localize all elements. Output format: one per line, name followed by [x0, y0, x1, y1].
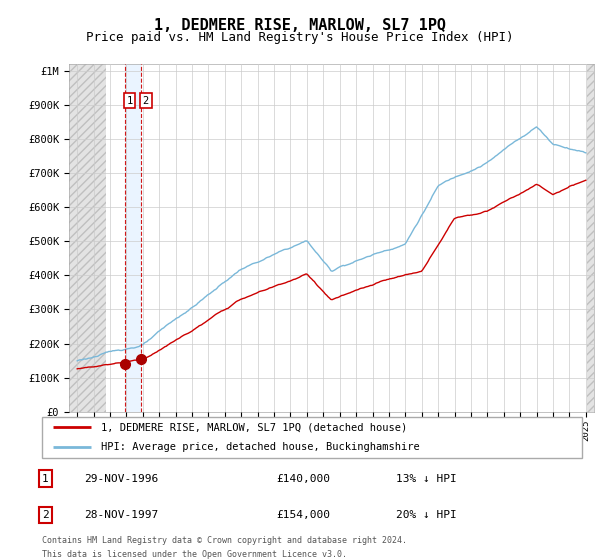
Text: This data is licensed under the Open Government Licence v3.0.: This data is licensed under the Open Gov…	[42, 550, 347, 559]
Text: £140,000: £140,000	[276, 474, 330, 483]
Bar	[125, 64, 142, 412]
Text: 2: 2	[143, 96, 149, 106]
Text: 20% ↓ HPI: 20% ↓ HPI	[396, 510, 457, 520]
Text: 28-NOV-1997: 28-NOV-1997	[84, 510, 158, 520]
Bar	[587, 64, 594, 412]
Text: £154,000: £154,000	[276, 510, 330, 520]
Text: Price paid vs. HM Land Registry's House Price Index (HPI): Price paid vs. HM Land Registry's House …	[86, 31, 514, 44]
Text: HPI: Average price, detached house, Buckinghamshire: HPI: Average price, detached house, Buck…	[101, 442, 420, 452]
Text: 2: 2	[42, 510, 49, 520]
Text: 1, DEDMERE RISE, MARLOW, SL7 1PQ (detached house): 1, DEDMERE RISE, MARLOW, SL7 1PQ (detach…	[101, 422, 407, 432]
Text: 1: 1	[42, 474, 49, 483]
Text: Contains HM Land Registry data © Crown copyright and database right 2024.: Contains HM Land Registry data © Crown c…	[42, 536, 407, 545]
Text: 1: 1	[126, 96, 133, 106]
Text: 1, DEDMERE RISE, MARLOW, SL7 1PQ: 1, DEDMERE RISE, MARLOW, SL7 1PQ	[154, 18, 446, 33]
Bar	[69, 64, 106, 412]
Text: 13% ↓ HPI: 13% ↓ HPI	[396, 474, 457, 483]
Text: 29-NOV-1996: 29-NOV-1996	[84, 474, 158, 483]
